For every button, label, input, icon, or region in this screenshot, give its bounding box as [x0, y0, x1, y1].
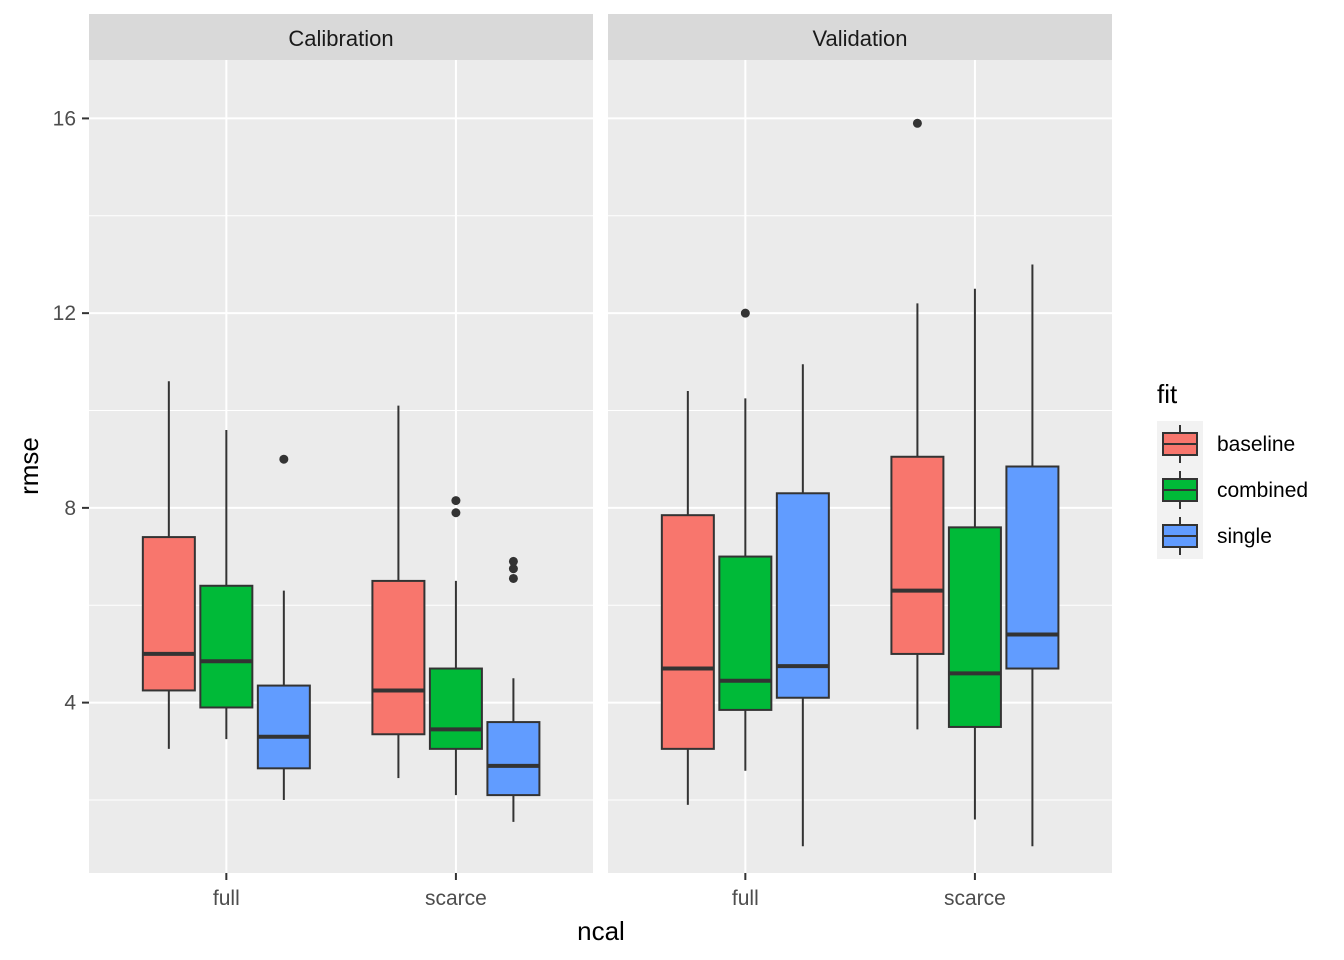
strip-background-calibration	[89, 14, 593, 60]
boxplot-scarce-single	[1005, 264, 1060, 847]
boxes-calibration	[141, 381, 541, 822]
box-iqr	[1005, 465, 1060, 670]
strip-label-validation: Validation	[813, 26, 908, 51]
outlier-point	[740, 308, 750, 318]
boxplot-full-combined	[718, 308, 773, 771]
x-tick-label: scarce	[425, 887, 487, 910]
outlier-point	[451, 496, 461, 506]
box-iqr	[486, 721, 541, 797]
boxes-validation	[660, 118, 1060, 847]
box-iqr	[660, 514, 715, 750]
x-tick-label: scarce	[944, 887, 1006, 910]
legend-label: combined	[1217, 479, 1308, 502]
legend-entries: baseline combined single	[1157, 421, 1308, 559]
boxplot-full-baseline	[660, 391, 715, 805]
boxplot-full-single	[256, 454, 311, 800]
legend-label: baseline	[1217, 433, 1295, 456]
y-axis-title: rmse	[14, 437, 44, 495]
legend-entry-baseline: baseline	[1157, 421, 1295, 467]
legend-label: single	[1217, 525, 1272, 548]
legend-title: fit	[1157, 379, 1178, 409]
legend-entry-combined: combined	[1157, 467, 1308, 513]
boxplot-scarce-single	[486, 556, 541, 822]
strip-background-validation	[608, 14, 1112, 60]
x-tick-label: full	[732, 887, 759, 910]
box-iqr	[256, 684, 311, 770]
y-tick-label: 4	[64, 692, 76, 715]
box-iqr	[371, 579, 426, 736]
y-tick-label: 8	[64, 497, 76, 520]
box-iqr	[428, 667, 483, 750]
boxplot-full-single	[775, 364, 830, 847]
legend-entry-single: single	[1157, 513, 1272, 559]
legend: fit baseline combined single	[1157, 379, 1308, 559]
boxplot-full-baseline	[141, 381, 196, 749]
y-axis: 4 8 12 16	[53, 107, 89, 715]
boxplot-scarce-combined	[947, 288, 1002, 820]
y-tick-label: 12	[53, 302, 76, 325]
outlier-point	[508, 573, 518, 583]
strip-label-calibration: Calibration	[288, 26, 393, 51]
boxplot-scarce-baseline	[890, 118, 945, 730]
x-axis: full scarce full scarce	[213, 873, 1006, 910]
box-iqr	[199, 584, 254, 709]
outlier-point	[451, 508, 461, 518]
box-iqr	[141, 536, 196, 692]
outlier-point	[508, 556, 518, 566]
outlier-point	[508, 564, 518, 574]
box-iqr	[890, 455, 945, 655]
panel-calibration: Calibration	[89, 14, 593, 873]
box-iqr	[718, 555, 773, 711]
outlier-point	[279, 454, 289, 464]
boxplot-scarce-baseline	[371, 405, 426, 779]
x-tick-label: full	[213, 887, 240, 910]
x-axis-title: ncal	[577, 916, 625, 946]
boxplot-full-combined	[199, 429, 254, 740]
y-tick-label: 16	[53, 107, 76, 130]
panel-validation: Validation	[608, 14, 1112, 873]
box-iqr	[947, 526, 1002, 728]
box-iqr	[775, 492, 830, 699]
outlier-point	[912, 118, 922, 128]
boxplot-scarce-combined	[428, 496, 483, 796]
